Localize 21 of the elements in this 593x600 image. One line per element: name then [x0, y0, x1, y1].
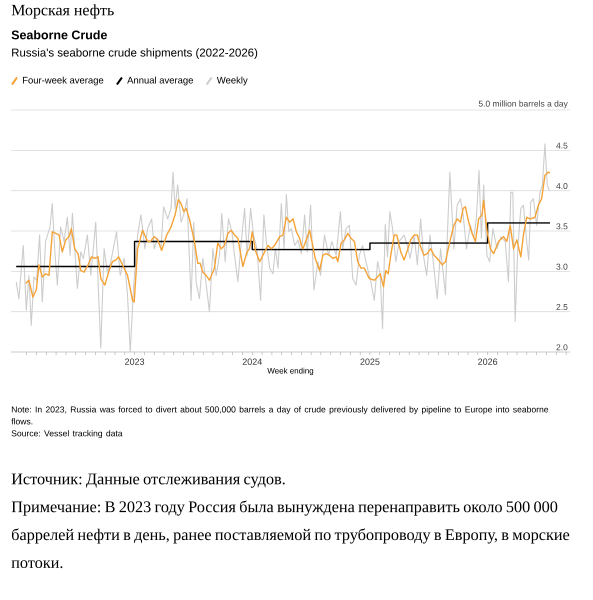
y-tick-label: 2.0 — [556, 344, 568, 350]
y-tick-label: 5.0 million barrels a day — [478, 100, 568, 108]
text: Примечание: В 2023 году Россия была вынуждена перенаправить около 500 000 баррелей нефти в день, ранее поставляемой по трубопроводу в Европу, в морские потоки. — [11, 500, 570, 568]
y-tick-label: 3.0 — [556, 264, 568, 270]
text: Морская нефть — [12, 4, 114, 19]
chart-title: Seaborne Crude — [12, 30, 107, 40]
y-tick-label: 2.5 — [556, 304, 568, 310]
text: Источник: Данные отслеживания судов. — [12, 474, 285, 488]
legend-label: Four-week average — [22, 76, 104, 86]
chart-subtitle: Russia's seaborne crude shipments (2022-2026) — [12, 48, 258, 59]
y-tick-label: 4.0 — [556, 182, 568, 189]
legend-label: Annual average — [127, 76, 193, 86]
x-tick-label: 2023 — [125, 358, 144, 365]
text: Note: In 2023, Russia was forced to divert about 500,000 barrels a day of crude previously delivered by pipeline to Europe into seaborne flows. — [11, 406, 548, 424]
source-note: Source: Vessel tracking data — [12, 430, 123, 438]
x-tick-label: 2025 — [360, 358, 380, 365]
x-tick-label: 2024 — [242, 358, 262, 365]
y-tick-label: 4.5 — [556, 142, 568, 149]
legend-label: Weekly — [216, 76, 248, 86]
x-tick-label: 2026 — [478, 358, 498, 365]
y-tick-label: 3.5 — [556, 223, 568, 230]
